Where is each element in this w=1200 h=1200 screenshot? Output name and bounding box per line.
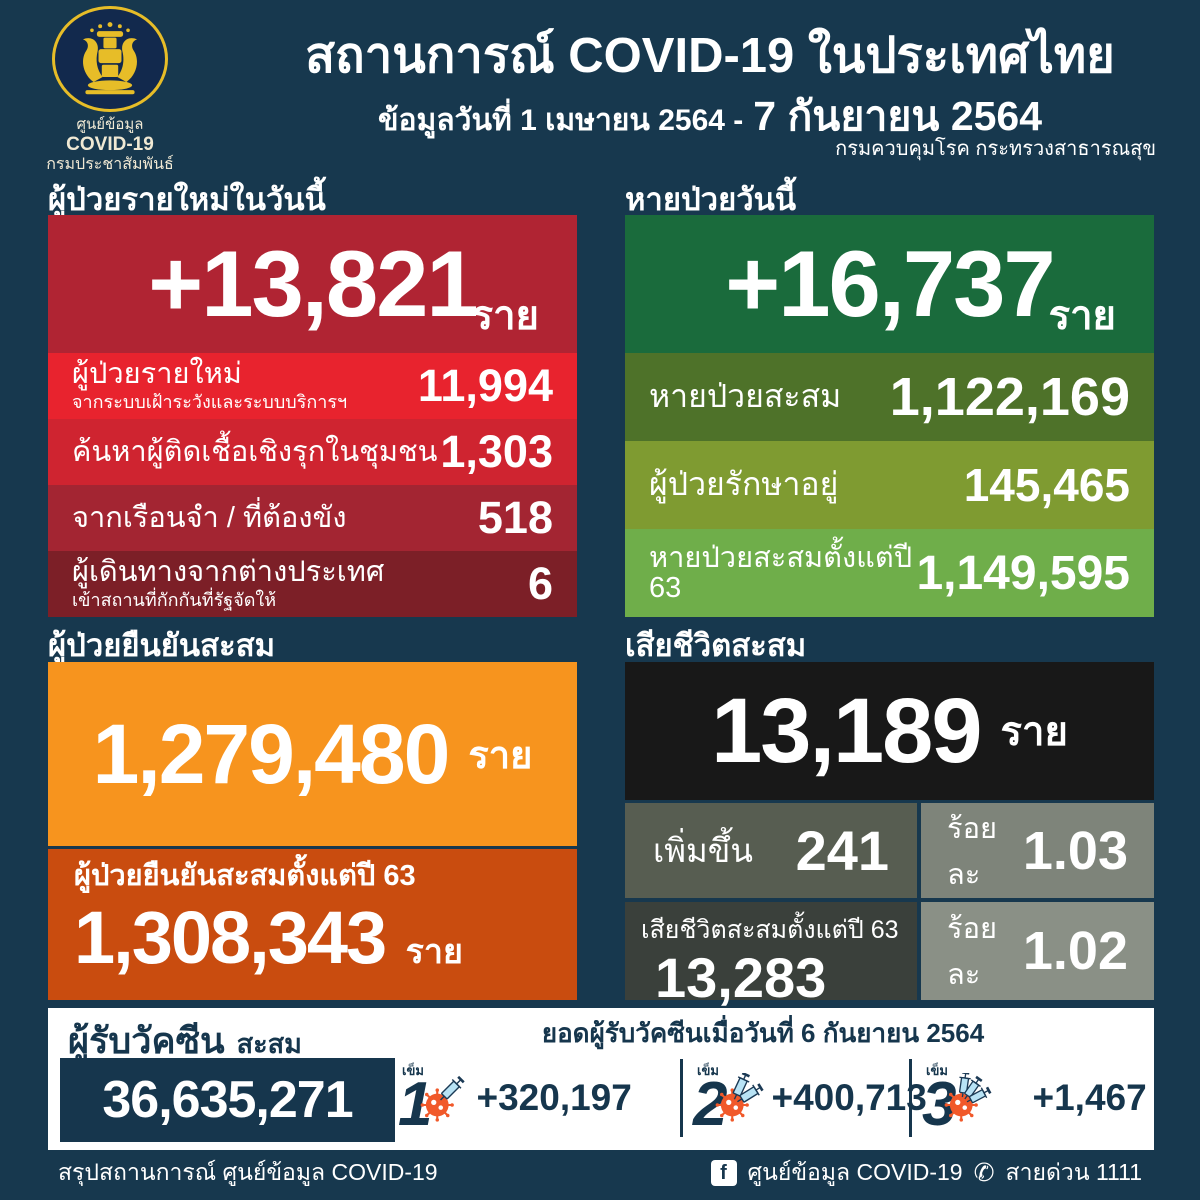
agency-name: กรมควบคุมโรค กระทรวงสาธารณสุข — [835, 138, 1156, 160]
row-value: 1,149,595 — [916, 546, 1130, 600]
deaths-since-value: 13,283 — [655, 946, 827, 1009]
vaccine-title: ผู้รับวัคซีน สะสม — [68, 1020, 302, 1061]
recovered-total-card: +16,737 ราย — [625, 215, 1154, 353]
row-value: 1,122,169 — [889, 367, 1130, 427]
deaths-since-2020-cell: เสียชีวิตสะสมตั้งแต่ปี 63 13,283 — [625, 902, 917, 1006]
footer-summary-text: สรุปสถานการณ์ ศูนย์ข้อมูล COVID-19 — [58, 1159, 438, 1185]
recovered-unit: ราย — [1048, 294, 1116, 338]
recovered-row-in-treatment: ผู้ป่วยรักษาอยู่ 145,465 — [625, 441, 1154, 529]
deaths-increase-value: 241 — [795, 819, 889, 882]
deaths-total: 13,189 — [711, 679, 982, 782]
deaths-increase-label: เพิ่มขึ้น — [653, 832, 753, 869]
deaths-percent-cell: ร้อยละ 1.03 — [921, 803, 1154, 898]
confirmed-since-value: 1,308,343 — [74, 895, 387, 979]
dose-3-group: เข็ม 3 — [922, 1064, 1150, 1135]
logo: ศูนย์ข้อมูล COVID-19 กรมประชาสัมพันธ์ — [40, 6, 180, 175]
row-value: 145,465 — [963, 459, 1130, 511]
logo-caption-line1: ศูนย์ข้อมูล — [76, 116, 144, 133]
confirmed-title: ผู้ป่วยยืนยันสะสม — [48, 628, 276, 663]
logo-caption-line2: COVID-19 — [66, 133, 154, 155]
new-cases-total: +13,821 — [148, 231, 478, 336]
logo-caption-line3: กรมประชาสัมพันธ์ — [46, 156, 174, 174]
date-range: ข้อมูลวันที่ 1 เมษายน 2564 - 7 กันยายน 2… — [250, 84, 1170, 149]
percent-label: ร้อยละ — [947, 913, 997, 991]
recovered-row-cumulative: หายป่วยสะสม 1,122,169 — [625, 353, 1154, 441]
dose-3-value: +1,467 — [1032, 1076, 1147, 1118]
row-sublabel: เข้าสถานที่กักกันที่รัฐจัดให้ — [72, 589, 277, 610]
confirmed-since-2020-card: ผู้ป่วยยืนยันสะสมตั้งแต่ปี 63 1,308,343 … — [48, 849, 577, 1000]
new-cases-row-abroad: ผู้เดินทางจากต่างประเทศ เข้าสถานที่กักกั… — [48, 551, 577, 617]
vaccine-dose-groups: เข็ม 1 — [398, 1050, 1150, 1146]
new-cases-row-active-search: ค้นหาผู้ติดเชื้อเชิงรุกในชุมชน 1,303 — [48, 419, 577, 485]
dose-1-group: เข็ม 1 — [398, 1062, 676, 1139]
new-cases-title: ผู้ป่วยรายใหม่ในวันนี้ — [48, 182, 326, 217]
facebook-page-name: ศูนย์ข้อมูล COVID-19 — [747, 1159, 963, 1185]
percent-label: ร้อยละ — [947, 812, 997, 891]
virus-syringe-icon — [942, 1071, 998, 1128]
deaths-title: เสียชีวิตสะสม — [625, 628, 807, 663]
vaccine-total-box: 36,635,271 — [60, 1058, 395, 1142]
recovered-total: +16,737 — [725, 231, 1055, 336]
percent-value: 1.03 — [1022, 820, 1128, 881]
phone-icon: ✆ — [973, 1158, 995, 1187]
recovered-row-since-2020: หายป่วยสะสมตั้งแต่ปี 63 1,149,595 — [625, 529, 1154, 617]
dose-1-value: +320,197 — [476, 1076, 632, 1118]
row-label: จากเรือนจำ / ที่ต้องขัง — [72, 501, 347, 534]
deaths-since-label: เสียชีวิตสะสมตั้งแต่ปี 63 — [641, 916, 899, 944]
confirmed-total: 1,279,480 — [92, 706, 451, 801]
footer: สรุปสถานการณ์ ศูนย์ข้อมูล COVID-19 f ศูน… — [0, 1152, 1200, 1200]
deaths-increase-cell: เพิ่มขึ้น 241 — [625, 803, 917, 898]
virus-syringe-icon — [713, 1072, 769, 1128]
vertical-divider — [909, 1059, 912, 1137]
confirmed-total-card: 1,279,480 ราย — [48, 662, 577, 846]
new-cases-row-surveillance: ผู้ป่วยรายใหม่ จากระบบเฝ้าระวังและระบบบร… — [48, 353, 577, 419]
page-title: สถานการณ์ COVID-19 ในประเทศไทย — [305, 29, 1115, 83]
hotline-text: สายด่วน 1111 — [1005, 1159, 1142, 1185]
vaccine-panel: ผู้รับวัคซีน สะสม 36,635,271 ยอดผู้รับวัค… — [48, 1008, 1154, 1150]
confirmed-since-label: ผู้ป่วยยืนยันสะสมตั้งแต่ปี 63 — [74, 860, 416, 892]
row-label: หายป่วยสะสม — [649, 378, 842, 415]
deaths-percent-since-cell: ร้อยละ 1.02 — [921, 902, 1154, 1000]
row-value: 1,303 — [440, 426, 553, 477]
dose-1-number: เข็ม 1 — [398, 1062, 433, 1139]
dose-2-group: เข็ม 2 — [693, 1064, 927, 1135]
row-label: ผู้ป่วยรักษาอยู่ — [649, 466, 839, 503]
row-value: 518 — [477, 492, 553, 543]
facebook-icon: f — [710, 1160, 737, 1186]
vertical-divider — [680, 1059, 683, 1137]
date-range-highlight: 7 กันยายน 2564 — [753, 93, 1043, 139]
date-range-prefix: ข้อมูลวันที่ 1 เมษายน 2564 - — [377, 104, 744, 137]
confirmed-unit: ราย — [468, 734, 533, 777]
garuda-seal-icon — [52, 6, 168, 112]
percent-value: 1.02 — [1022, 921, 1128, 981]
new-cases-row-prisons: จากเรือนจำ / ที่ต้องขัง 518 — [48, 485, 577, 551]
deaths-total-card: 13,189 ราย — [625, 662, 1154, 800]
row-label: หายป่วยสะสมตั้งแต่ปี 63 — [649, 541, 913, 604]
row-value: 11,994 — [417, 360, 553, 411]
new-cases-unit: ราย — [471, 294, 539, 338]
row-label: ผู้ป่วยรายใหม่ — [72, 358, 242, 391]
recovered-title: หายป่วยวันนี้ — [625, 182, 797, 217]
deaths-unit: ราย — [1000, 710, 1068, 754]
vaccine-daily-title: ยอดผู้รับวัคซีนเมื่อวันที่ 6 กันยายน 256… — [541, 1018, 985, 1048]
virus-syringe-icon — [418, 1073, 474, 1128]
confirmed-since-unit: ราย — [405, 932, 463, 971]
row-label: ผู้เดินทางจากต่างประเทศ — [72, 556, 385, 589]
new-cases-total-card: +13,821 ราย — [48, 215, 577, 353]
row-label: ค้นหาผู้ติดเชื้อเชิงรุกในชุมชน — [72, 435, 438, 468]
vaccine-total: 36,635,271 — [102, 1071, 353, 1129]
row-value: 6 — [527, 558, 553, 609]
row-sublabel: จากระบบเฝ้าระวังและระบบบริการฯ — [72, 391, 348, 412]
dose-2-value: +400,713 — [771, 1076, 927, 1118]
